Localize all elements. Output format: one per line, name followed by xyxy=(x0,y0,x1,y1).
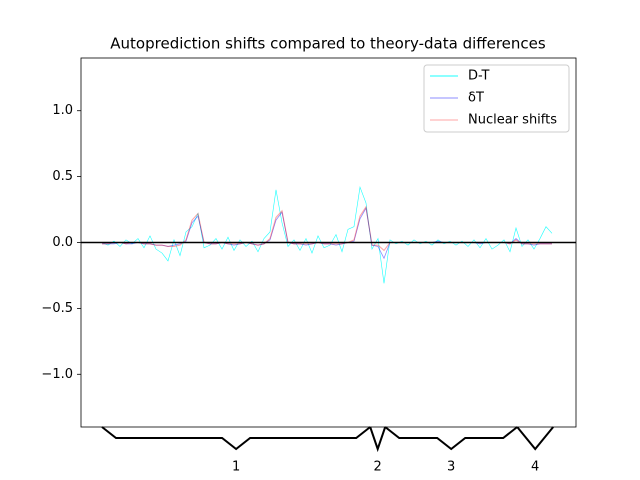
series-line xyxy=(102,205,552,252)
series-line xyxy=(102,207,552,260)
axes-frame xyxy=(80,57,577,428)
legend-label: δT xyxy=(468,91,484,106)
bracket xyxy=(369,426,387,453)
bracket-label: 4 xyxy=(531,460,539,475)
y-tick-label: −0.5 xyxy=(41,301,73,316)
bracket xyxy=(384,426,518,451)
y-tick-label: 1.0 xyxy=(52,103,73,118)
bracket-label: 1 xyxy=(232,460,240,475)
y-tick-label: −1.0 xyxy=(41,367,73,382)
bracket xyxy=(516,426,554,451)
bracket xyxy=(101,426,371,451)
y-tick-label: 0.0 xyxy=(52,235,73,250)
legend-box xyxy=(423,64,570,133)
series-line xyxy=(101,185,553,284)
bracket-label: 3 xyxy=(447,460,455,475)
y-tick-label: 0.5 xyxy=(52,169,73,184)
bracket-label: 2 xyxy=(374,460,382,475)
legend-label: Nuclear shifts xyxy=(468,113,557,128)
legend-label: D-T xyxy=(468,69,490,84)
chart-title: Autoprediction shifts compared to theory… xyxy=(110,35,546,53)
